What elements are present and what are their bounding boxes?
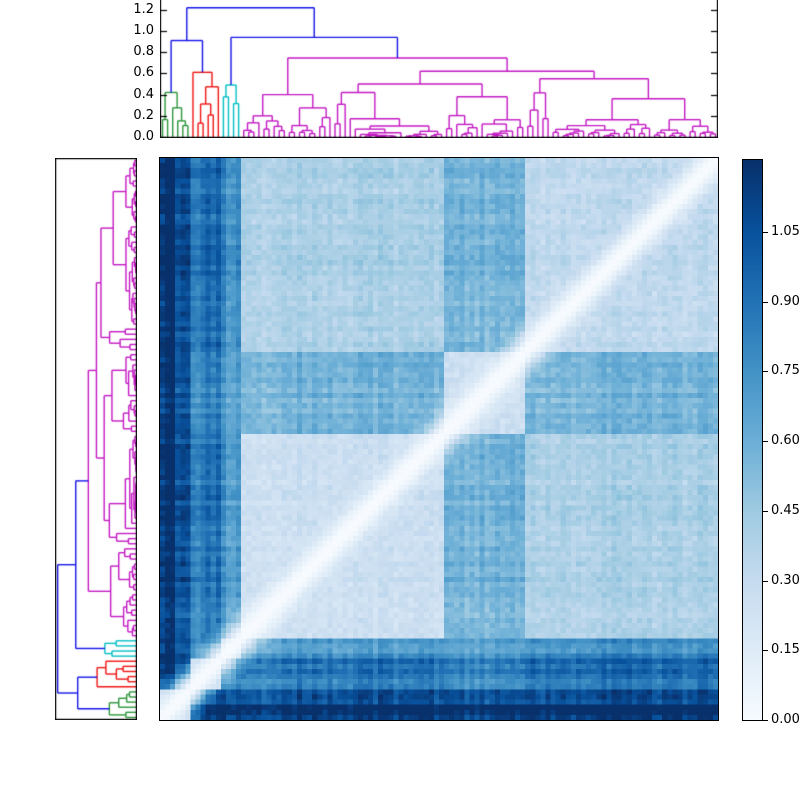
top-axis-tick-label: 1.0 xyxy=(133,23,154,38)
left-dendrogram-axes xyxy=(55,158,137,720)
top-axis-tick-label: 0.4 xyxy=(133,86,154,102)
colorbar-tick-label: 0.15 xyxy=(771,642,800,658)
colorbar-tick xyxy=(763,232,768,233)
colorbar-tick xyxy=(763,720,768,721)
heatmap-axes xyxy=(159,157,719,721)
colorbar-tick-label: 0.00 xyxy=(771,712,800,727)
top-axis-tick-label: 0.6 xyxy=(133,65,154,81)
colorbar-tick-label: 0.90 xyxy=(771,293,800,309)
top-dendrogram-y-axis: 1.2 1.0 0.8 0.6 0.4 0.2 0.0 xyxy=(0,0,160,150)
colorbar-tick xyxy=(763,511,768,512)
top-dendrogram-canvas xyxy=(160,0,718,138)
colorbar-tick xyxy=(763,650,768,651)
colorbar xyxy=(742,159,763,721)
colorbar-tick xyxy=(763,581,768,582)
left-dendrogram-canvas xyxy=(55,158,137,720)
colorbar-tick-label: 1.05 xyxy=(771,224,800,240)
colorbar-canvas xyxy=(743,160,762,720)
top-axis-tick-label: 0.2 xyxy=(133,107,154,123)
top-axis-tick-label: 0.8 xyxy=(133,44,154,60)
top-dendrogram-axes xyxy=(160,0,718,138)
heatmap-canvas xyxy=(160,158,718,720)
colorbar-tick-label: 0.30 xyxy=(771,572,800,588)
colorbar-tick xyxy=(763,302,768,303)
colorbar-tick-label: 0.60 xyxy=(771,433,800,449)
colorbar-tick-label: 0.75 xyxy=(771,363,800,379)
colorbar-tick xyxy=(763,371,768,372)
top-axis-tick-label: 1.2 xyxy=(133,1,154,17)
top-axis-tick-label: 0.0 xyxy=(133,129,154,144)
colorbar-tick-label: 0.45 xyxy=(771,502,800,518)
colorbar-tick xyxy=(763,441,768,442)
